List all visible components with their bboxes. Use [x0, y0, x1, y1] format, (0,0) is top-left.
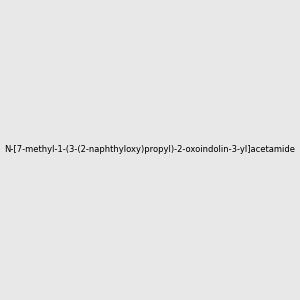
Text: N-[7-methyl-1-(3-(2-naphthyloxy)propyl)-2-oxoindolin-3-yl]acetamide: N-[7-methyl-1-(3-(2-naphthyloxy)propyl)-… — [4, 146, 296, 154]
